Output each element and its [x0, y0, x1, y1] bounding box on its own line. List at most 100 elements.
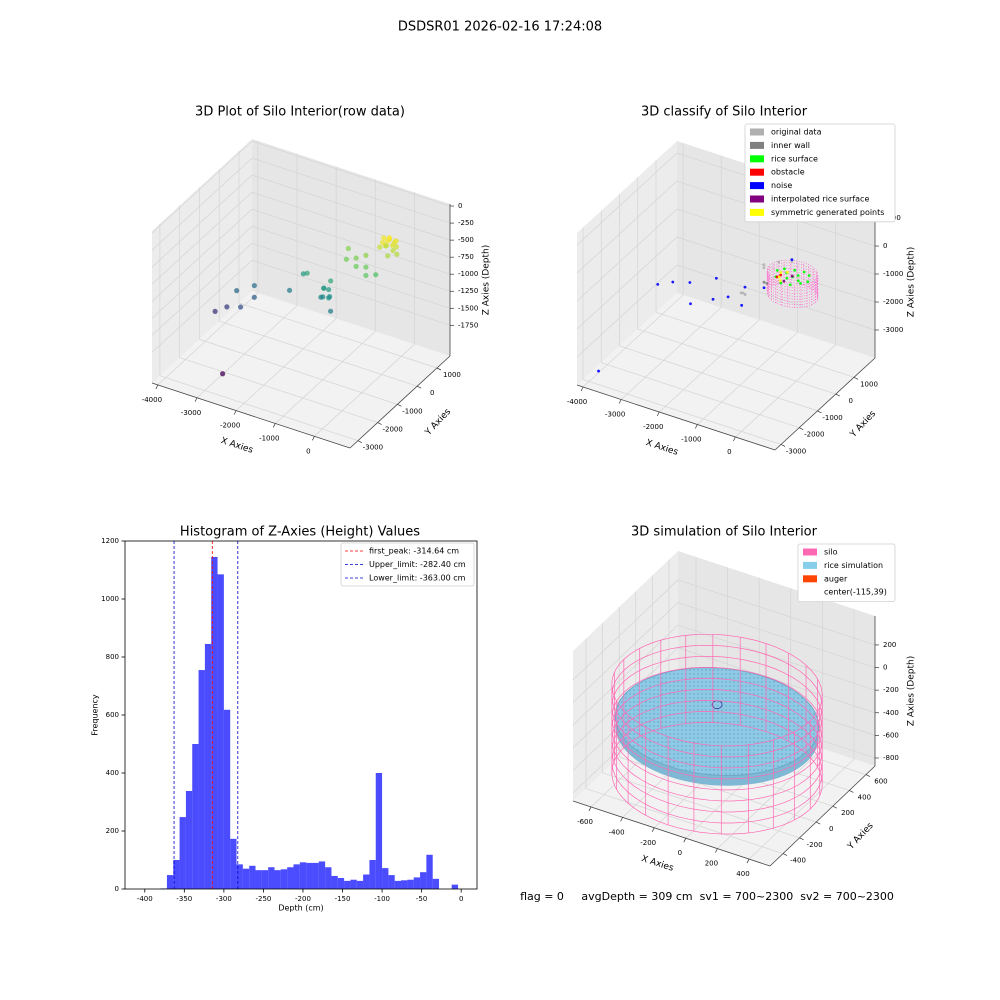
left-pane — [573, 551, 678, 801]
y-axis-line — [774, 357, 876, 451]
x-tick-label: -3000 — [181, 409, 201, 417]
z-tick-label: 200 — [883, 641, 896, 649]
point — [390, 248, 396, 254]
y-tick-label: 1000 — [101, 595, 119, 603]
z-tick-label: -800 — [883, 754, 899, 762]
tick-mark — [272, 423, 276, 428]
bar — [413, 877, 421, 889]
y-axis-label: Frequency — [91, 694, 100, 736]
grid-line — [572, 602, 679, 703]
grid-line — [151, 157, 253, 251]
y-axis-line — [349, 355, 451, 449]
point — [786, 270, 789, 274]
grid-line — [251, 242, 451, 309]
silo-ring — [766, 270, 819, 297]
chart-title: 3D simulation of Silo Interior — [631, 525, 818, 540]
bar — [179, 817, 186, 889]
point — [740, 303, 744, 307]
legend-swatch — [803, 575, 817, 583]
tick-mark — [865, 774, 871, 777]
grid-line — [251, 191, 451, 258]
legend-label: original data — [771, 128, 822, 137]
tick-mark — [618, 399, 622, 404]
grid-line — [655, 311, 855, 378]
legend-box — [744, 123, 896, 223]
grid-line — [251, 174, 451, 241]
grid-line — [151, 243, 253, 336]
point — [383, 243, 389, 249]
z-tick-label: -3000 — [883, 326, 903, 334]
bar — [204, 643, 212, 889]
legend-swatch — [750, 195, 764, 203]
bar — [401, 880, 408, 889]
x-axis-line — [576, 384, 776, 451]
point — [777, 275, 781, 279]
bar — [375, 773, 383, 889]
tick-mark — [620, 817, 623, 822]
legend-swatch — [803, 561, 817, 569]
legend-swatch — [750, 182, 764, 190]
z-tick-label: -750 — [458, 253, 474, 261]
point — [343, 256, 349, 262]
point — [345, 245, 351, 252]
tick-mark — [580, 386, 584, 392]
grid-line — [659, 319, 760, 413]
point — [386, 235, 393, 241]
grid-line — [151, 208, 253, 302]
grid-line — [251, 208, 451, 275]
y-tick-label: 600 — [874, 778, 887, 786]
point — [799, 282, 802, 285]
point — [671, 280, 675, 284]
grid-line — [572, 579, 679, 681]
tick-mark — [683, 838, 687, 843]
bar — [420, 872, 427, 889]
point — [363, 264, 369, 270]
legend-box — [797, 543, 896, 602]
chart-title: Histogram of Z-Axies (Height) Values — [180, 525, 420, 540]
bar — [242, 868, 250, 889]
x-tick-label: -200 — [640, 839, 656, 847]
x-tick-label: 400 — [736, 870, 749, 878]
tick-mark — [853, 376, 859, 380]
back-pane — [252, 139, 450, 356]
tick-mark — [799, 427, 804, 430]
y-tick-label: 200 — [106, 827, 119, 835]
bar — [350, 879, 357, 889]
point — [393, 238, 399, 244]
grid-line — [251, 225, 451, 292]
bar — [173, 860, 180, 889]
z-tick-label: -2000 — [883, 298, 903, 306]
tick-mark — [417, 385, 422, 389]
x-tick-label: -2000 — [220, 422, 240, 430]
tick-mark — [651, 827, 655, 832]
point — [762, 286, 766, 290]
bar — [217, 574, 224, 889]
legend-label: first_peak: -314.64 cm — [369, 547, 459, 556]
point — [373, 272, 379, 278]
point — [765, 281, 769, 285]
x-tick-label: 0 — [727, 448, 731, 456]
x-tick-label: -150 — [335, 895, 351, 903]
tick-mark — [799, 837, 804, 841]
y-tick-label: -400 — [790, 857, 806, 865]
x-tick-label: 0 — [678, 849, 682, 857]
x-tick-label: -600 — [577, 818, 593, 826]
legend-label: auger — [824, 574, 848, 583]
figure-title: DSDSR01 2026-02-16 17:24:08 — [398, 20, 602, 35]
point — [251, 282, 257, 289]
bar — [369, 860, 376, 889]
point — [788, 283, 792, 287]
grid-line — [219, 320, 418, 387]
z-tick-label: 0 — [458, 202, 462, 210]
bar — [268, 867, 275, 889]
legend-label: symmetric generated points — [771, 208, 884, 217]
y-tick-label: 400 — [858, 793, 871, 801]
y-tick-label: -3000 — [786, 447, 806, 455]
z-tick-label: 0 — [883, 242, 887, 250]
legend-swatch — [750, 141, 764, 149]
point — [796, 274, 800, 277]
point — [762, 280, 766, 284]
z-tick-label: -1750 — [458, 321, 478, 329]
bar — [293, 864, 300, 889]
